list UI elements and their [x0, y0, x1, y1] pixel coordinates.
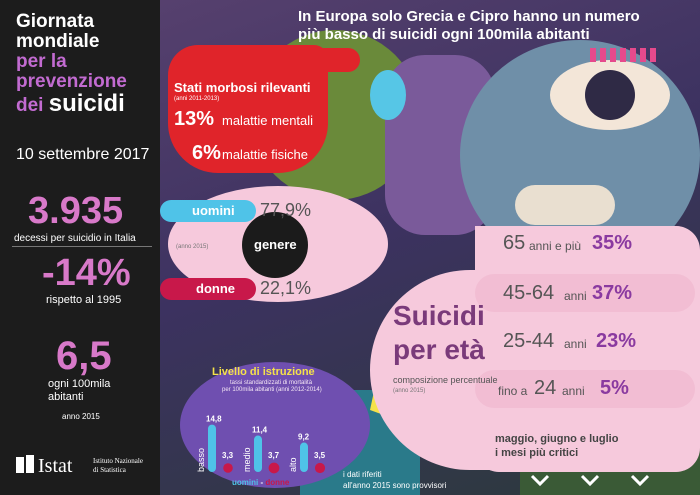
bar-donne-alto — [314, 462, 326, 474]
category-label-medio: medio — [242, 447, 252, 472]
artwork-area: In Europa solo Grecia e Cipro hanno un n… — [160, 0, 700, 495]
legend-men: uomini — [232, 478, 259, 487]
footnote-line-1: i dati riferiti — [343, 470, 382, 479]
gender-pupil — [242, 212, 308, 278]
men-value: 77,9% — [260, 200, 312, 220]
logo-mark-1 — [16, 457, 24, 473]
critical-line-1: maggio, giugno e luglio — [495, 433, 619, 445]
title-line-2: mondiale — [16, 31, 100, 52]
morbid-years: (anni 2011-2013) — [174, 96, 220, 102]
title-line-5: dei suicidi — [16, 92, 125, 116]
header-line-2: più basso di suicidi ogni 100mila abitan… — [298, 26, 590, 43]
logo-line-1: Istituto Nazionale — [93, 457, 143, 465]
age-title-1: Suicidi — [393, 300, 485, 331]
bar-donne-medio — [268, 462, 280, 474]
stat-rate-label-1: ogni 100mila — [48, 378, 111, 390]
bar-uomini-alto — [300, 442, 308, 472]
chevron-down-icon — [530, 474, 550, 487]
category-label-basso: basso — [196, 448, 206, 472]
age-title-2: per età — [393, 334, 485, 365]
women-pill — [160, 278, 256, 300]
age-row-4-pct: 5% — [600, 377, 629, 399]
age-row-3-pct: 23% — [596, 330, 637, 352]
women-value: 22,1% — [260, 278, 312, 298]
title-dei: dei — [16, 95, 44, 116]
men-pill — [160, 200, 256, 222]
critical-line-2: i mesi più critici — [495, 447, 579, 459]
morbid-label-2: malattie fisiche — [222, 147, 308, 162]
bar-uomini-medio — [254, 435, 262, 472]
logo-mark-2 — [26, 455, 34, 473]
legend-sep: - — [258, 478, 266, 487]
eye-pupil — [585, 70, 635, 120]
logo-line-2: di Statistica — [93, 466, 126, 474]
stat-change-label: rispetto al 1995 — [46, 294, 122, 306]
eyelashes — [590, 48, 660, 62]
stat-rate-value: 6,5 — [56, 334, 112, 378]
morbid-label-1: malattie mentali — [222, 113, 314, 128]
education-sub-1: tassi standardizzati di mortalità — [230, 380, 313, 386]
age-year: (anno 2015) — [393, 388, 426, 394]
age-row-1-num: 65 — [503, 232, 526, 254]
chevrons — [530, 474, 650, 487]
education-chart: basso 14,8 3,3 medio 11,4 3,7 alto 9,2 3,5 — [196, 415, 326, 474]
stat-deaths-label: decessi per suicidio in Italia — [14, 233, 136, 244]
age-row-3-unit: anni — [564, 337, 587, 351]
age-row-4-pre: fino a — [498, 384, 528, 398]
category-label-alto: alto — [288, 457, 298, 472]
education-sub-2: per 100mila abitanti (anni 2012-2014) — [222, 387, 322, 393]
bar-donne-basso — [223, 463, 233, 473]
education-legend: uomini - donne — [232, 478, 289, 487]
age-subtitle: composizione percentuale — [393, 375, 498, 385]
age-row-1-unit: anni e più — [529, 239, 582, 253]
age-row-4 — [475, 370, 695, 408]
men-label: uomini — [192, 203, 235, 218]
bar-uomini-basso — [208, 424, 216, 472]
age-row-1 — [475, 226, 695, 264]
legend-women: donne — [265, 478, 290, 487]
morbid-value-1: 13% — [174, 108, 215, 130]
value-label-uomini-medio: 11,4 — [252, 426, 268, 435]
age-row-4-num: 24 — [534, 377, 557, 399]
value-label-donne-alto: 3,5 — [314, 451, 326, 460]
age-row-2-unit: anni — [564, 289, 587, 303]
event-date: 10 settembre 2017 — [16, 146, 150, 163]
women-label: donne — [196, 281, 235, 296]
morbid-box-arm — [290, 48, 360, 72]
morbid-title: Stati morbosi rilevanti — [174, 80, 311, 95]
stat-rate-note: anno 2015 — [62, 412, 100, 421]
value-label-uomini-alto: 9,2 — [298, 433, 310, 442]
footnote-line-2: all'anno 2015 sono provvisori — [343, 481, 447, 490]
age-row-4-unit: anni — [562, 384, 585, 398]
value-label-donne-medio: 3,7 — [268, 451, 280, 460]
stat-deaths-value: 3.935 — [28, 190, 124, 232]
value-label-uomini-basso: 14,8 — [206, 415, 222, 424]
age-row-2-num: 45-64 — [503, 282, 555, 304]
stat-rate-label-2: abitanti — [48, 391, 84, 403]
title-line-4: prevenzione — [16, 71, 127, 92]
left-panel: Giornata mondiale per la prevenzione dei… — [0, 0, 160, 495]
education-title: Livello di istruzione — [212, 366, 315, 378]
chevron-down-icon — [630, 474, 650, 487]
age-row-3-num: 25-44 — [503, 330, 555, 352]
gender-year: (anno 2015) — [176, 244, 209, 250]
divider — [12, 246, 152, 247]
title-line-1: Giornata — [16, 11, 95, 32]
mouth-shape — [515, 185, 615, 225]
age-row-1-pct: 35% — [592, 232, 633, 254]
morbid-value-2: 6% — [192, 142, 221, 164]
age-row-3 — [475, 322, 695, 360]
header-line-1: In Europa solo Grecia e Cipro hanno un n… — [298, 8, 640, 25]
age-row-2-pct: 37% — [592, 282, 633, 304]
stat-change-value: -14% — [42, 252, 131, 294]
tear-drop — [370, 70, 406, 120]
age-row-2 — [475, 274, 695, 312]
value-label-donne-basso: 3,3 — [222, 451, 234, 460]
chevron-down-icon — [580, 474, 600, 487]
title-suicidi: suicidi — [48, 90, 125, 117]
logo-word: Istat — [38, 455, 73, 477]
title-line-3: per la — [16, 51, 67, 72]
gender-center: genere — [254, 237, 297, 252]
